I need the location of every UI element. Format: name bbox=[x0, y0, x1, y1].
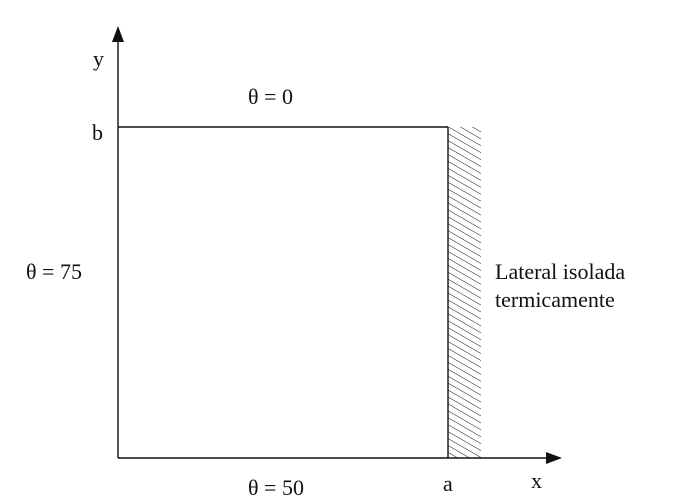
top-boundary-label: θ = 0 bbox=[248, 84, 293, 109]
left-boundary-label: θ = 75 bbox=[26, 259, 82, 284]
x-axis-label: x bbox=[531, 468, 542, 493]
y-tick-b-label: b bbox=[92, 120, 103, 145]
insulated-side-label-line1: Lateral isolada bbox=[495, 259, 625, 284]
x-axis-arrow bbox=[546, 452, 562, 464]
bottom-boundary-label: θ = 50 bbox=[248, 475, 304, 500]
y-axis-label: y bbox=[93, 46, 104, 71]
x-tick-a-label: a bbox=[443, 471, 453, 496]
insulation-hatch bbox=[448, 127, 481, 458]
insulated-side-label-line2: termicamente bbox=[495, 287, 615, 312]
y-axis-arrow bbox=[112, 26, 124, 42]
